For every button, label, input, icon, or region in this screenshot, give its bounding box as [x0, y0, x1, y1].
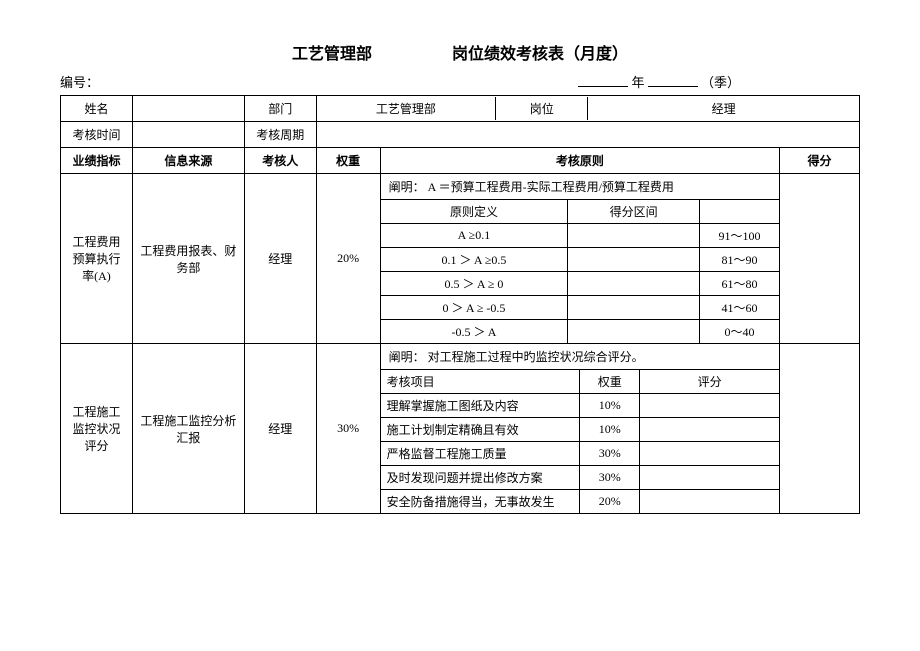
r1-score	[780, 174, 860, 344]
r1-head-range: 得分区间	[568, 200, 700, 224]
r2-item-4: 安全防备措施得当，无事故发生	[381, 490, 580, 514]
r1-def-3: 0 ＞ A ≥ -0.5	[381, 296, 568, 320]
col-metric: 业绩指标	[61, 148, 133, 174]
r1-head-blank	[699, 200, 779, 224]
r2-criteria: 阐明： 对工程施工过程中旳监控状况综合评分。 考核项目 权重 评分 理解掌握施工…	[380, 344, 780, 514]
r1-def-4: -0.5 ＞ A	[381, 320, 568, 344]
r2-inner-table: 考核项目 权重 评分 理解掌握施工图纸及内容10% 施工计划制定精确且有效10%…	[381, 369, 780, 513]
r1-range-1: 81～90	[699, 248, 779, 272]
r1-desc: 阐明： A ＝预算工程费用-实际工程费用/预算工程费用	[381, 174, 780, 199]
r1-blank-4	[568, 320, 700, 344]
dept-value: 工艺管理部	[317, 97, 496, 120]
year-label: 年	[631, 75, 644, 90]
r1-weight: 20%	[316, 174, 380, 344]
r2-w-4: 20%	[580, 490, 640, 514]
column-headers: 业绩指标 信息来源 考核人 权重 考核原则 得分	[61, 148, 860, 174]
r1-blank-0	[568, 224, 700, 248]
r1-blank-3	[568, 296, 700, 320]
r2-item-1: 施工计划制定精确且有效	[381, 418, 580, 442]
r1-def-0: A ≥0.1	[381, 224, 568, 248]
r1-criteria: 阐明： A ＝预算工程费用-实际工程费用/预算工程费用 原则定义 得分区间 A …	[380, 174, 780, 344]
date-area: 年 （季）	[578, 72, 740, 91]
r1-blank-1	[568, 248, 700, 272]
r2-w-2: 30%	[580, 442, 640, 466]
r2-source: 工程施工监控分析汇报	[132, 344, 244, 514]
page-title: 工艺管理部 岗位绩效考核表（月度）	[60, 40, 860, 64]
dept-label: 部门	[244, 96, 316, 122]
col-criteria: 考核原则	[380, 148, 780, 174]
r1-range-4: 0～40	[699, 320, 779, 344]
r2-item-3: 及时发现问题并提出修改方案	[381, 466, 580, 490]
r2-weight: 30%	[316, 344, 380, 514]
r2-item-0: 理解掌握施工图纸及内容	[381, 394, 580, 418]
r1-assessor: 经理	[244, 174, 316, 344]
r2-metric: 工程施工监控状况评分	[61, 344, 133, 514]
title-right: 岗位绩效考核表（月度）	[452, 40, 628, 64]
r2-score	[780, 344, 860, 514]
quarter-blank	[648, 74, 698, 87]
r2-head-score: 评分	[640, 370, 779, 394]
title-left: 工艺管理部	[292, 40, 372, 64]
cycle-value	[316, 122, 859, 148]
r2-desc: 阐明： 对工程施工过程中旳监控状况综合评分。	[381, 344, 780, 369]
r1-range-3: 41～60	[699, 296, 779, 320]
r1-metric: 工程费用预算执行率(A)	[61, 174, 133, 344]
col-source: 信息来源	[132, 148, 244, 174]
info-row-2: 考核时间 考核周期	[61, 122, 860, 148]
main-table: 姓名 部门 工艺管理部 岗位 经理 考核时间 考核周期 业绩指标 信息来源 考核…	[60, 95, 860, 514]
r1-source: 工程费用报表、财务部	[132, 174, 244, 344]
subhead: 编号： 年 （季）	[60, 72, 860, 91]
cycle-label: 考核周期	[244, 122, 316, 148]
r2-head-weight: 权重	[580, 370, 640, 394]
col-assessor: 考核人	[244, 148, 316, 174]
r2-s-2	[640, 442, 779, 466]
r2-s-0	[640, 394, 779, 418]
r2-w-3: 30%	[580, 466, 640, 490]
post-value: 经理	[588, 97, 859, 120]
name-value	[132, 96, 244, 122]
name-label: 姓名	[61, 96, 133, 122]
col-score: 得分	[780, 148, 860, 174]
r1-blank-2	[568, 272, 700, 296]
r1-range-2: 61～80	[699, 272, 779, 296]
r1-def-1: 0.1 ＞ A ≥0.5	[381, 248, 568, 272]
r2-item-2: 严格监督工程施工质量	[381, 442, 580, 466]
r1-inner-table: 原则定义 得分区间 A ≥0.1 91～100 0.1 ＞ A ≥0.5 81～90…	[381, 199, 780, 343]
r2-head-item: 考核项目	[381, 370, 580, 394]
info-row-1: 姓名 部门 工艺管理部 岗位 经理	[61, 96, 860, 122]
r2-s-3	[640, 466, 779, 490]
year-blank	[578, 74, 628, 87]
r2-s-4	[640, 490, 779, 514]
period-value	[132, 122, 244, 148]
quarter-label: （季）	[701, 75, 740, 90]
r2-assessor: 经理	[244, 344, 316, 514]
r2-w-0: 10%	[580, 394, 640, 418]
col-weight: 权重	[316, 148, 380, 174]
post-label: 岗位	[496, 97, 588, 120]
r2-w-1: 10%	[580, 418, 640, 442]
period-label: 考核时间	[61, 122, 133, 148]
metric-row-1: 工程费用预算执行率(A) 工程费用报表、财务部 经理 20% 阐明： A ＝预算…	[61, 174, 860, 344]
r1-def-2: 0.5 ＞ A ≥ 0	[381, 272, 568, 296]
r1-head-def: 原则定义	[381, 200, 568, 224]
r1-range-0: 91～100	[699, 224, 779, 248]
doc-number-label: 编号：	[60, 72, 99, 91]
metric-row-2: 工程施工监控状况评分 工程施工监控分析汇报 经理 30% 阐明： 对工程施工过程…	[61, 344, 860, 514]
r2-s-1	[640, 418, 779, 442]
